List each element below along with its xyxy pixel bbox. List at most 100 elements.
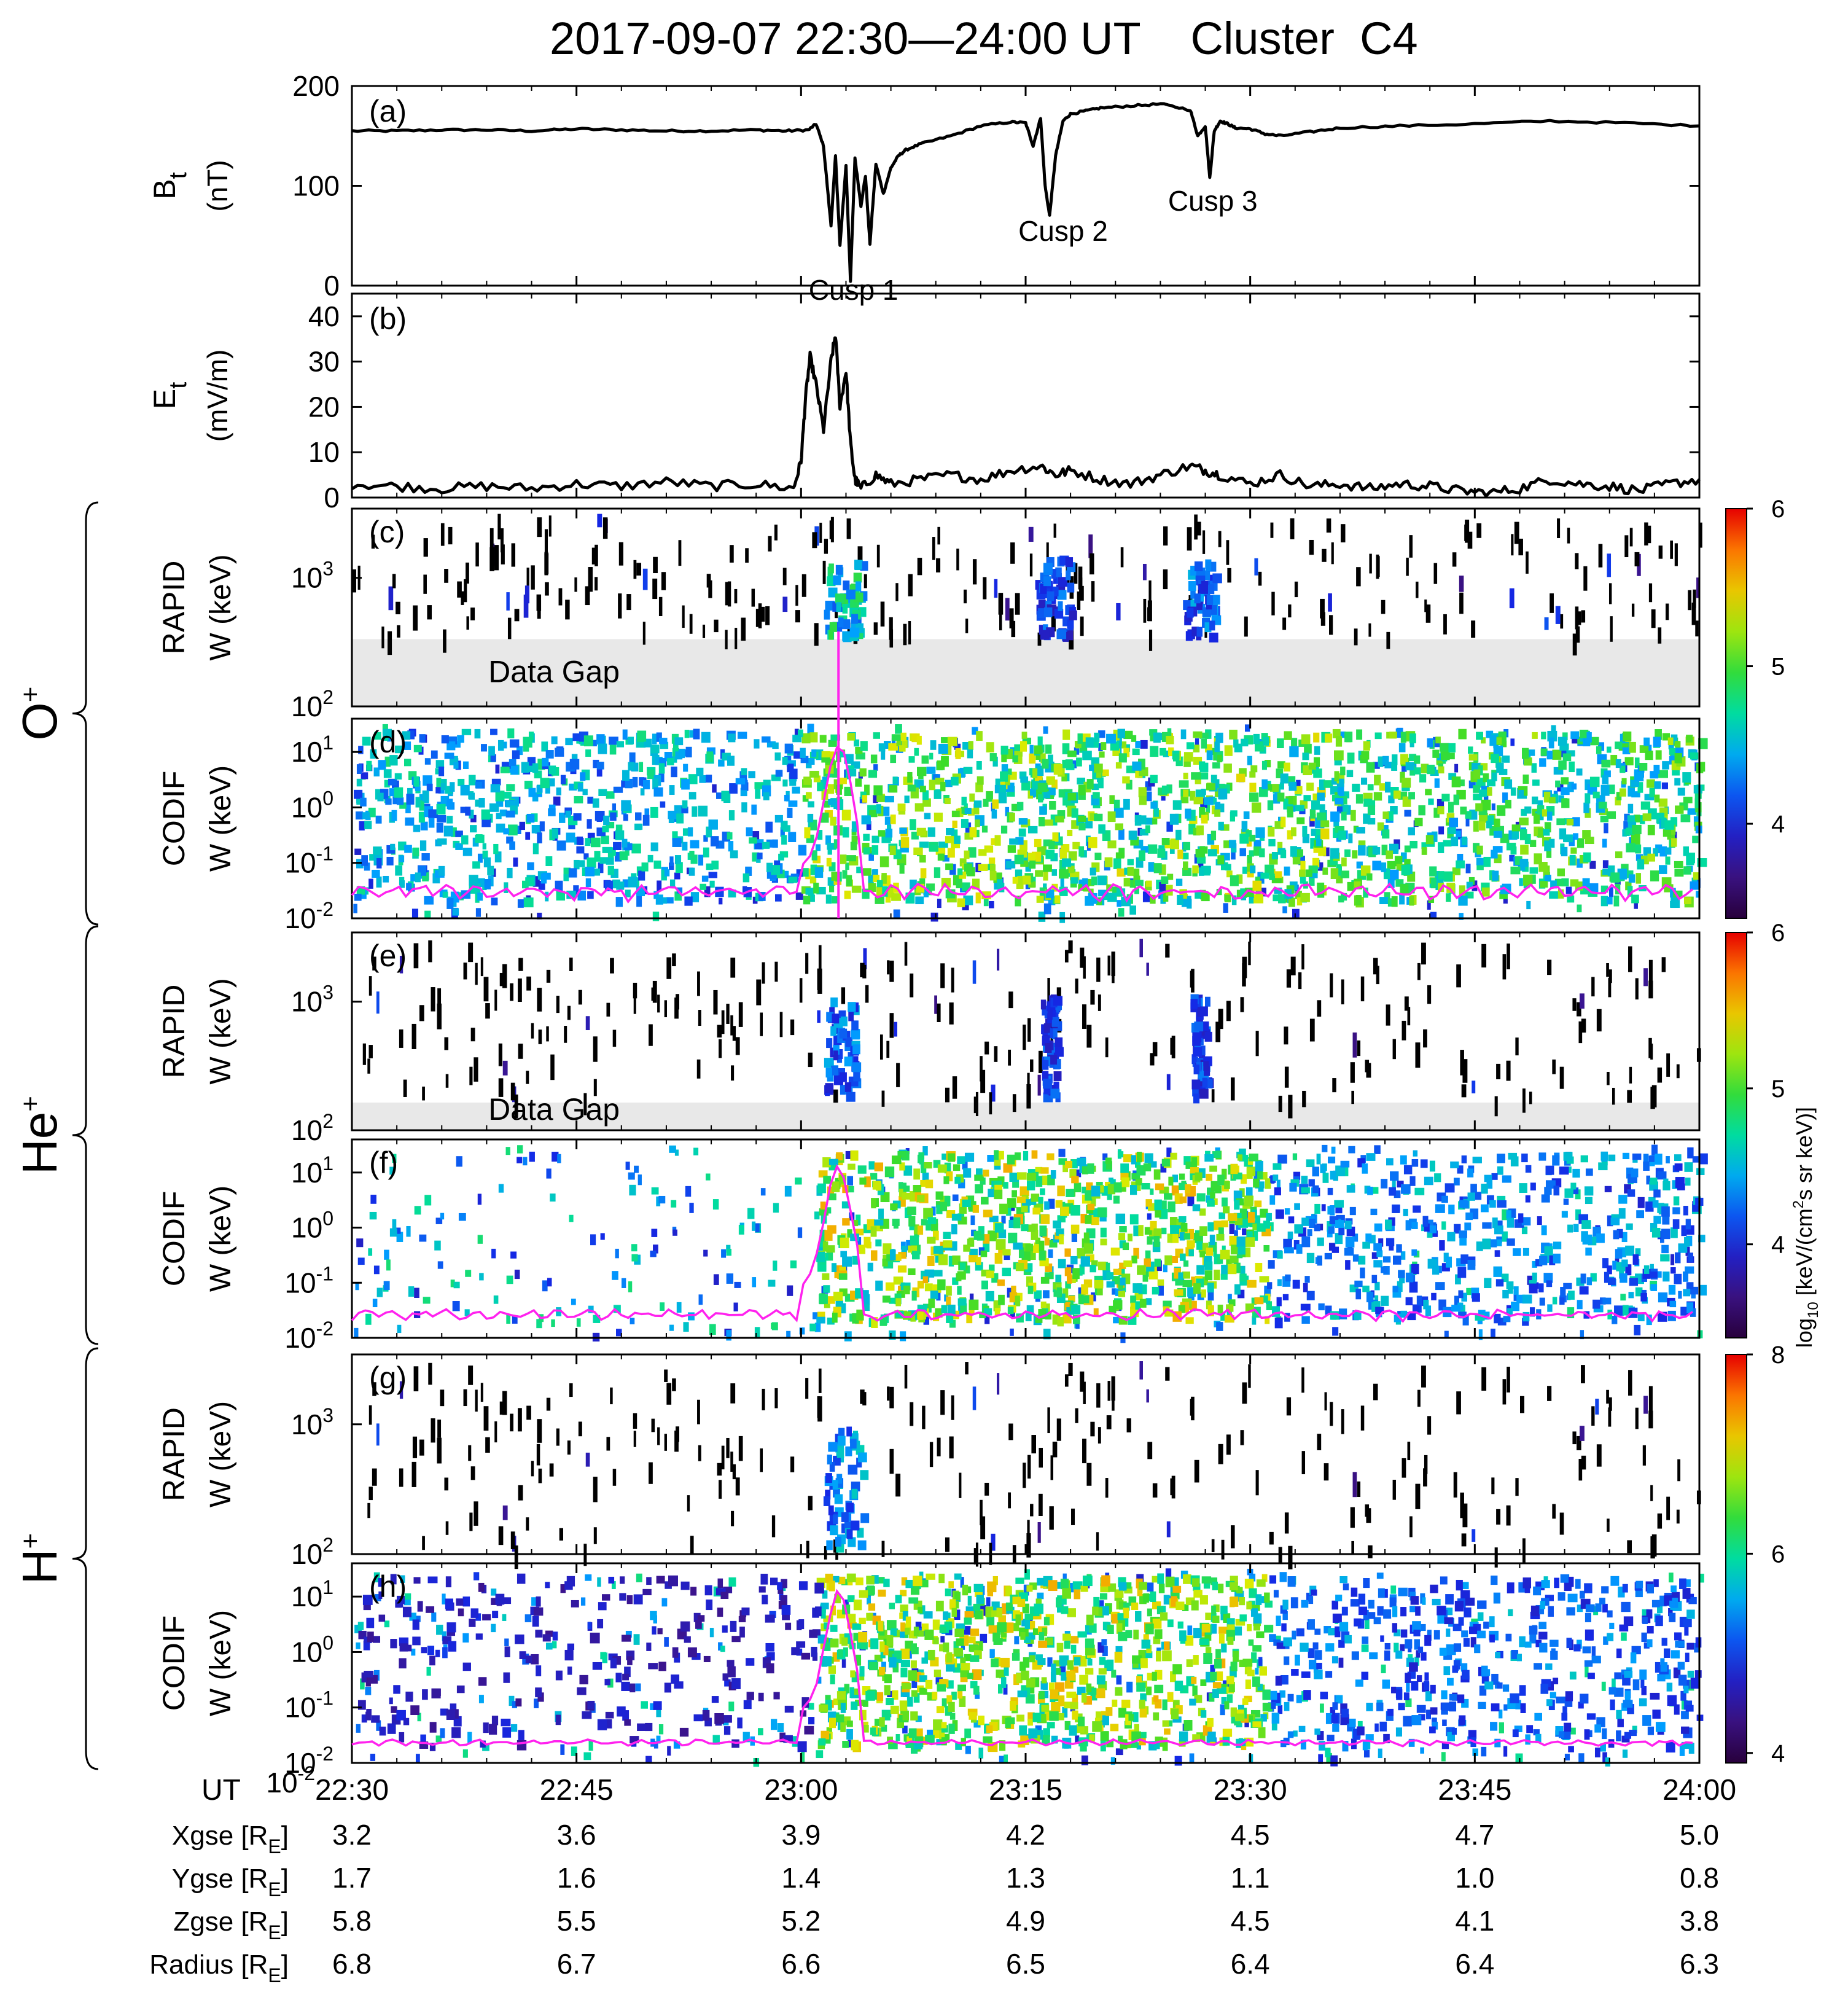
spectro-blob-pixel <box>1070 1305 1081 1315</box>
spectro-blob-pixel <box>1620 765 1626 773</box>
spectro-blob-pixel <box>1530 840 1537 847</box>
spectro-blob-pixel <box>1042 1071 1049 1081</box>
spectro-blob-pixel <box>937 1279 946 1291</box>
spectro-pixel <box>405 803 411 813</box>
spectro-blob-pixel <box>1271 852 1279 860</box>
spectro-blob-pixel <box>1546 848 1552 858</box>
spectro-pixel <box>1270 522 1274 538</box>
spectro-blob-pixel <box>1313 846 1323 853</box>
spectro-blob-pixel <box>1027 853 1036 861</box>
spectro-blob-pixel <box>1090 867 1096 876</box>
spectro-blob-pixel <box>1008 1232 1018 1244</box>
spectro-blob-pixel <box>422 790 429 802</box>
spectro-pixel <box>1252 1316 1257 1325</box>
spectro-blob-pixel <box>1558 760 1567 770</box>
spectro-blob-pixel <box>1269 873 1275 880</box>
spectro-blob-pixel <box>1067 865 1075 873</box>
spectro-pixel <box>514 826 521 834</box>
spectro-pixel <box>1150 1188 1154 1195</box>
spectro-blob-pixel <box>1468 877 1475 885</box>
spectro-blob-pixel <box>1198 772 1209 779</box>
spectro-blob-pixel <box>1448 802 1454 813</box>
spectro-blob-pixel <box>1224 1181 1230 1189</box>
spectro-blob-pixel <box>1185 1161 1195 1169</box>
panel-e-instrument-label: RAPID <box>157 985 191 1079</box>
spectro-pixel <box>437 1261 443 1269</box>
spectro-pixel <box>726 1273 734 1284</box>
spectro-blob-pixel <box>1583 852 1591 862</box>
spectro-blob-pixel <box>1078 784 1086 795</box>
spectro-blob-pixel <box>1292 855 1301 865</box>
spectro-pixel <box>1557 783 1564 792</box>
spectro-blob-pixel <box>837 778 847 784</box>
spectro-blob-pixel <box>1212 573 1222 584</box>
spectro-blob-pixel <box>1335 826 1345 833</box>
spectro-blob-pixel <box>871 869 878 878</box>
spectro-blob-pixel <box>436 803 446 815</box>
spectro-blob-pixel <box>435 760 445 768</box>
spectro-blob-pixel <box>774 860 781 869</box>
spectro-blob-pixel <box>867 1262 873 1272</box>
spectro-pixel <box>873 622 878 635</box>
spectro-pixel <box>1560 614 1564 629</box>
spectro-blob-pixel <box>472 861 480 869</box>
spectro-pixel <box>779 1012 783 1037</box>
spectro-pixel <box>550 1194 556 1202</box>
spectro-blob-pixel <box>846 589 856 600</box>
spectro-pixel <box>1392 1039 1396 1060</box>
panel-f-spectrogram <box>354 1144 1708 1343</box>
spectro-blob-pixel <box>1589 776 1600 787</box>
spectro-pixel <box>537 912 542 920</box>
spectro-blob-pixel <box>1070 1159 1078 1169</box>
spectro-blob-pixel <box>1265 1316 1270 1324</box>
spectro-blob-pixel <box>1021 781 1031 791</box>
spectro-pixel <box>466 616 469 630</box>
spectro-blob-pixel <box>402 741 411 750</box>
spectro-pixel <box>1643 968 1648 987</box>
spectro-pixel <box>1007 1287 1012 1298</box>
spectro-blob-pixel <box>461 835 469 845</box>
spectro-blob-pixel <box>1646 779 1655 788</box>
spectro-pixel <box>812 532 817 549</box>
spectro-blob-pixel <box>1222 1197 1228 1207</box>
spectro-blob-pixel <box>1068 851 1077 861</box>
spectro-blob-pixel <box>1340 870 1350 878</box>
spectro-blob-pixel <box>1141 1182 1150 1190</box>
spectro-blob-pixel <box>1157 1279 1164 1286</box>
spectro-blob-pixel <box>594 868 601 876</box>
spectro-pixel <box>717 1025 722 1038</box>
spectro-blob-pixel <box>950 776 959 786</box>
spectro-blob-pixel <box>765 821 773 833</box>
spectro-blob-pixel <box>828 563 834 574</box>
spectro-blob-pixel <box>566 890 576 899</box>
spectro-pixel <box>734 588 738 604</box>
spectro-pixel <box>477 1235 483 1244</box>
spectro-blob-pixel <box>945 863 954 870</box>
spectro-pixel <box>987 1155 994 1162</box>
spectro-blob-pixel <box>1334 750 1344 760</box>
spectro-blob-pixel <box>1085 1214 1092 1224</box>
spectro-blob-pixel <box>1239 1208 1247 1220</box>
spectro-blob-pixel <box>499 809 507 817</box>
spectro-pixel <box>1427 900 1431 910</box>
spectro-pixel <box>1459 576 1464 592</box>
spectro-pixel <box>1400 1251 1406 1260</box>
spectro-blob-pixel <box>503 828 510 835</box>
spectro-pixel <box>1048 1198 1055 1209</box>
spectro-pixel <box>1226 1001 1231 1022</box>
spectro-pixel <box>862 964 867 979</box>
spectro-blob-pixel <box>1511 824 1521 832</box>
spectro-blob-pixel <box>572 733 580 741</box>
spectro-blob-pixel <box>689 851 695 858</box>
spectro-blob-pixel <box>1177 894 1183 905</box>
spectro-blob-pixel <box>1175 829 1182 840</box>
spectro-pixel <box>361 772 368 779</box>
spectro-blob-pixel <box>1021 1202 1028 1213</box>
spectro-pixel <box>1575 553 1579 569</box>
spectro-pixel <box>610 958 614 974</box>
spectro-blob-pixel <box>1120 1163 1129 1173</box>
spectro-blob-pixel <box>841 810 851 821</box>
spectro-blob-pixel <box>460 807 467 813</box>
spectro-blob-pixel <box>497 740 504 751</box>
spectro-pixel <box>1567 528 1570 544</box>
